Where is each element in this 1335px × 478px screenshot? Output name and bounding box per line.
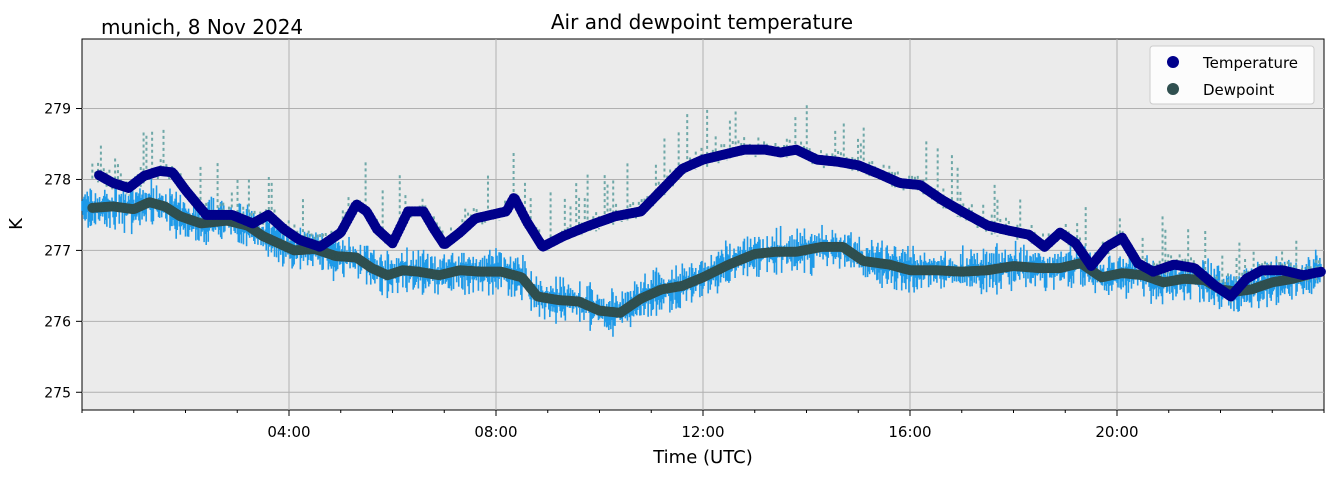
y-tick-label: 278 <box>44 172 71 188</box>
location-date-label: munich, 8 Nov 2024 <box>101 15 303 39</box>
dewpoint-series <box>87 197 1318 318</box>
grid-lines <box>82 39 1324 410</box>
chart-title: Air and dewpoint temperature <box>551 10 853 34</box>
y-tick-label: 276 <box>44 314 71 330</box>
legend-marker-dewpoint <box>1167 83 1179 95</box>
y-axis-title: K <box>6 217 27 230</box>
y-tick-label: 279 <box>44 102 71 118</box>
legend-label-dewpoint: Dewpoint <box>1203 81 1274 99</box>
x-tick-label: 20:00 <box>1095 423 1138 441</box>
x-tick-label: 16:00 <box>888 423 931 441</box>
legend-label-temperature: Temperature <box>1202 54 1298 72</box>
y-tick-label: 277 <box>44 243 71 259</box>
x-axis-title: Time (UTC) <box>652 447 753 468</box>
temperature-point <box>1315 266 1326 277</box>
legend: Temperature Dewpoint <box>1149 45 1315 105</box>
x-tick-label: 08:00 <box>474 423 517 441</box>
axes: 04:00 08:00 12:00 16:00 20:00 275 276 277 278 279 <box>44 102 1325 441</box>
legend-marker-temperature <box>1167 56 1179 68</box>
smoothed-series <box>87 144 1326 318</box>
x-tick-label: 04:00 <box>267 423 310 441</box>
y-tick-label: 275 <box>44 385 71 401</box>
legend-box <box>1149 45 1315 105</box>
temperature-series <box>94 144 1326 302</box>
x-tick-label: 12:00 <box>681 423 724 441</box>
